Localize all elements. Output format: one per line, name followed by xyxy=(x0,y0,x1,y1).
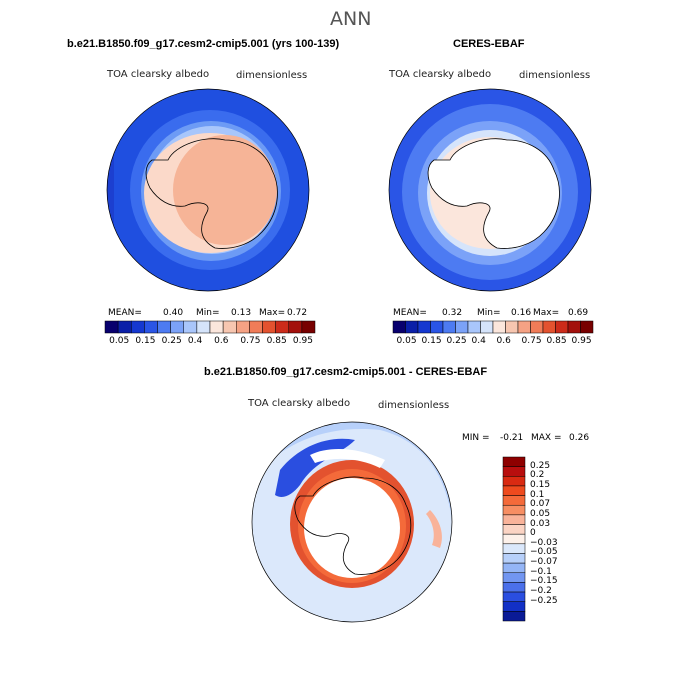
left-min-value: 0.13 xyxy=(231,308,252,318)
right-min-value: 0.16 xyxy=(511,308,532,318)
diff-colorbar xyxy=(502,456,526,622)
right-units-label: dimensionless xyxy=(519,70,591,81)
colorbar-swatch xyxy=(301,320,316,334)
colorbar-tick-label: 0.95 xyxy=(571,336,592,346)
right-min-label: Min= xyxy=(477,308,501,318)
right-panel-title: CERES-EBAF xyxy=(453,38,525,50)
left-max-label: Max= xyxy=(259,308,286,318)
colorbar-tick-label: 0.03 xyxy=(530,518,551,529)
colorbar-tick-label: 0.6 xyxy=(496,336,511,346)
colorbar-tick-label: 0.85 xyxy=(266,336,287,346)
colorbar-tick-label: 0.25 xyxy=(161,336,182,346)
colorbar-swatch xyxy=(580,320,594,334)
colorbar-tick-label: −0.25 xyxy=(530,595,558,606)
left-min-label: Min= xyxy=(196,308,220,318)
colorbar-swatch xyxy=(502,572,526,583)
colorbar-tick-label: 0.05 xyxy=(109,336,130,346)
colorbar-tick-label: −0.15 xyxy=(530,576,558,587)
colorbar-tick-label: 0.4 xyxy=(471,336,486,346)
colorbar-tick-label: 0.75 xyxy=(240,336,261,346)
right-max-value: 0.69 xyxy=(568,308,589,318)
diff-max-label: MAX = xyxy=(531,433,562,443)
colorbar-tick-label: 0.1 xyxy=(530,489,545,500)
diff-panel-title: b.e21.B1850.f09_g17.cesm2-cmip5.001 - CE… xyxy=(204,366,488,378)
colorbar-tick-label: −0.1 xyxy=(530,566,552,577)
colorbar-tick-label: 0.6 xyxy=(214,336,229,346)
colorbar-tick-label: 0.15 xyxy=(135,336,156,346)
colorbar-tick-label: −0.07 xyxy=(530,557,558,568)
colorbar-tick-label: 0.75 xyxy=(521,336,542,346)
colorbar-swatch xyxy=(502,476,526,487)
left-colorbar-labels: 0.05 0.15 0.25 0.4 0.6 0.75 0.85 0.95 xyxy=(105,336,315,348)
colorbar-swatch xyxy=(502,591,526,602)
colorbar-tick-label: 0.4 xyxy=(187,336,203,346)
colorbar-tick-label: 0.95 xyxy=(292,336,313,346)
right-colorbar-labels: 0.05 0.15 0.25 0.4 0.6 0.75 0.85 0.95 xyxy=(393,336,593,348)
colorbar-swatch xyxy=(502,504,526,516)
colorbar-tick-label: −0.2 xyxy=(530,586,552,597)
diff-min-value: -0.21 xyxy=(500,433,524,443)
left-colorbar xyxy=(104,320,316,334)
colorbar-tick-label: 0.15 xyxy=(421,336,442,346)
colorbar-tick-label: 0 xyxy=(530,528,536,539)
colorbar-tick-label: 0.15 xyxy=(530,479,551,490)
colorbar-swatch xyxy=(502,485,526,496)
colorbar-swatch xyxy=(502,543,526,554)
colorbar-swatch xyxy=(502,456,526,467)
diff-colorbar-labels: 0.25 0.2 0.15 0.1 0.07 0.05 0.03 0 −0.03 −0.05 −0.… xyxy=(530,457,570,621)
diff-variable-label: TOA clearsky albedo xyxy=(248,398,351,409)
left-units-label: dimensionless xyxy=(236,70,308,81)
colorbar-tick-label: 0.05 xyxy=(396,336,417,346)
left-panel-title: b.e21.B1850.f09_g17.cesm2-cmip5.001 (yrs… xyxy=(67,38,340,50)
right-mean-value: 0.32 xyxy=(442,308,463,318)
left-mean-label: MEAN= xyxy=(108,308,142,318)
colorbar-tick-label: −0.03 xyxy=(530,537,558,548)
right-max-label: Max= xyxy=(533,308,560,318)
left-variable-label: TOA clearsky albedo xyxy=(107,69,210,80)
colorbar-tick-label: −0.05 xyxy=(530,547,558,558)
diff-units-label: dimensionless xyxy=(378,400,450,411)
colorbar-tick-label: 0.05 xyxy=(530,508,551,519)
colorbar-swatch xyxy=(502,495,526,506)
right-colorbar xyxy=(392,320,594,334)
right-variable-label: TOA clearsky albedo xyxy=(389,69,492,80)
colorbar-tick-label: 0.2 xyxy=(530,470,545,481)
season-title: ANN xyxy=(330,8,372,30)
colorbar-swatch xyxy=(502,582,526,593)
colorbar-tick-label: 0.07 xyxy=(530,499,551,510)
colorbar-swatch xyxy=(502,562,526,574)
colorbar-swatch xyxy=(502,601,526,612)
left-mean-value: 0.40 xyxy=(163,308,184,318)
colorbar-swatch xyxy=(502,533,526,545)
colorbar-swatch xyxy=(502,611,526,622)
colorbar-swatch xyxy=(502,524,526,535)
colorbar-swatch xyxy=(502,553,526,564)
left-max-value: 0.72 xyxy=(287,308,308,318)
colorbar-swatch xyxy=(502,466,526,477)
colorbar-tick-label: 0.85 xyxy=(546,336,567,346)
diff-max-value: 0.26 xyxy=(569,433,590,443)
colorbar-swatch xyxy=(502,514,526,525)
diff-min-label: MIN = xyxy=(462,433,490,443)
colorbar-tick-label: 0.25 xyxy=(446,336,467,346)
colorbar-tick-label: 0.25 xyxy=(530,460,551,471)
right-mean-label: MEAN= xyxy=(393,308,427,318)
